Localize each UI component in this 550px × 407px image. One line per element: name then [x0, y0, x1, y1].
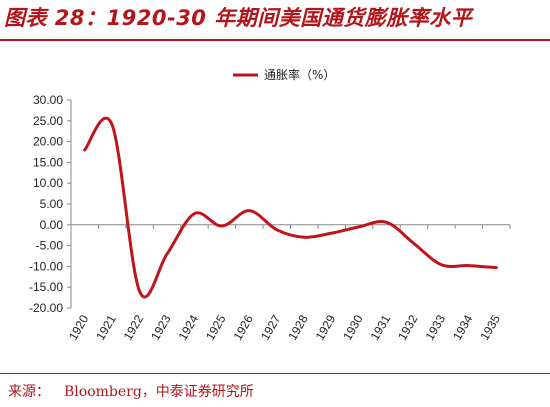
x-tick-label: 1933 [423, 312, 449, 342]
x-tick-label: 1932 [395, 312, 421, 342]
source-value: Bloomberg，中泰证券研究所 [64, 384, 254, 400]
x-tick-label: 1922 [121, 312, 147, 342]
y-tick-label: -20.00 [29, 301, 63, 315]
x-tick-label: 1930 [340, 312, 366, 342]
legend-label: 通胀率（%） [264, 67, 335, 82]
y-tick-label: 10.00 [33, 176, 63, 190]
x-tick-label: 1931 [368, 312, 394, 342]
x-tick-label: 1920 [66, 312, 92, 342]
x-tick-label: 1927 [258, 312, 284, 342]
series-line-inflation [83, 116, 498, 299]
y-axis-ticks: 30.00 25.00 20.00 15.00 10.00 5.00 0.00 -5.00 -1… [29, 93, 71, 315]
x-tick-label: 1925 [203, 312, 229, 342]
y-tick-label: 5.00 [40, 197, 64, 211]
y-tick-label: 20.00 [33, 135, 63, 149]
y-tick-label: -5.00 [36, 239, 64, 253]
y-tick-label: 15.00 [33, 155, 63, 169]
inflation-line-chart: 通胀率（%） 30.00 25.00 20.00 15.00 10.00 5.00 0.00… [29, 67, 511, 343]
x-tick-label: 1928 [285, 312, 311, 342]
x-tick-label: 1926 [230, 312, 256, 342]
y-tick-label: 30.00 [33, 93, 63, 107]
y-tick-label: -15.00 [29, 280, 63, 294]
y-tick-label: 0.00 [40, 218, 64, 232]
y-tick-label: 25.00 [33, 114, 63, 128]
figure-title: 图表 28：1920-30 年期间美国通货膨胀率水平 [4, 6, 473, 30]
x-tick-label: 1935 [477, 312, 503, 342]
x-tick-label: 1934 [450, 312, 476, 342]
x-tick-label: 1923 [148, 312, 174, 342]
source-label: 来源： [8, 384, 50, 400]
x-tick-label: 1921 [93, 312, 119, 342]
x-tick-label: 1924 [176, 312, 202, 342]
chart-legend: 通胀率（%） [233, 67, 335, 82]
x-tick-label: 1929 [313, 312, 339, 342]
title-divider [0, 39, 550, 41]
x-axis-ticks: 1920 1921 1922 1923 1924 1925 1926 1927 1928 1929… [66, 224, 511, 343]
y-tick-label: -10.00 [29, 259, 63, 273]
footer-divider [0, 373, 550, 374]
source-note: 来源： Bloomberg，中泰证券研究所 [8, 381, 254, 401]
